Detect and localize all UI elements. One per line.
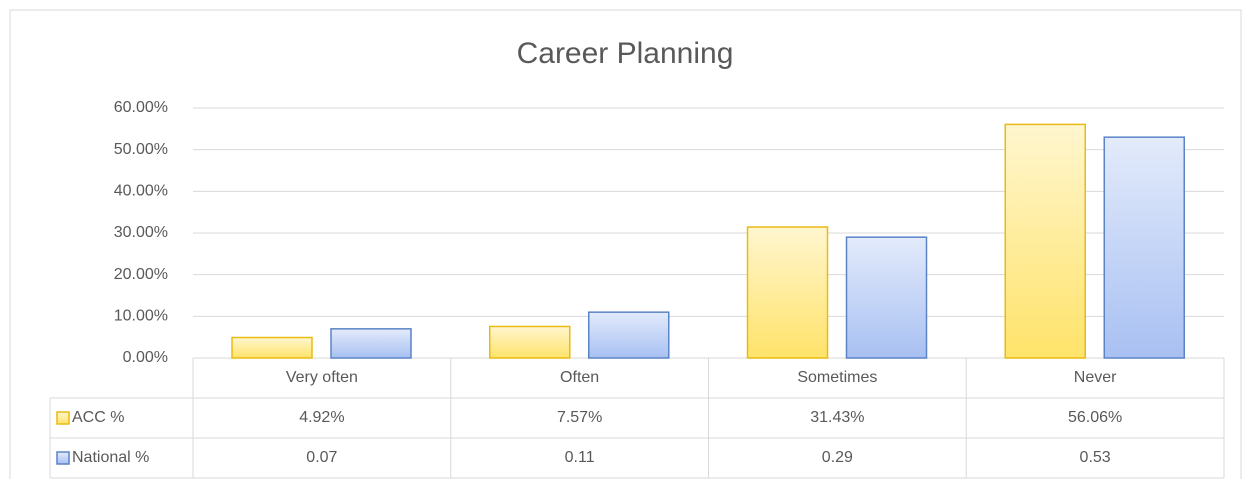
bar [231,336,313,359]
x-tick-label: Very often [286,369,358,386]
x-tick-label: Never [1074,369,1117,386]
table-value: 0.29 [822,449,853,466]
chart-title: Career Planning [517,37,734,70]
bar [845,236,928,359]
y-tick-label: 60.00% [114,99,168,116]
y-tick-label: 0.00% [123,349,168,366]
table-value: 56.06% [1068,409,1122,426]
x-tick-label: Sometimes [797,369,877,386]
bar [489,325,571,359]
y-tick-label: 10.00% [114,308,168,325]
y-tick-label: 50.00% [114,141,168,158]
bar [1004,123,1086,359]
legend-label: National % [72,449,149,466]
bar [1103,136,1185,359]
bar [746,226,829,359]
bar [330,328,412,359]
table-value: 31.43% [810,409,864,426]
x-tick-label: Often [560,369,599,386]
table-value: 0.11 [565,449,595,466]
legend-label: ACC % [72,409,124,426]
table-value: 4.92% [299,409,344,426]
table-value: 0.53 [1080,449,1111,466]
legend-swatch [56,451,70,465]
y-tick-label: 30.00% [114,224,168,241]
y-tick-label: 20.00% [114,266,168,283]
legend-swatch [56,411,70,425]
bar [588,311,670,359]
y-tick-label: 40.00% [114,183,168,200]
table-value: 7.57% [557,409,602,426]
table-value: 0.07 [306,449,337,466]
